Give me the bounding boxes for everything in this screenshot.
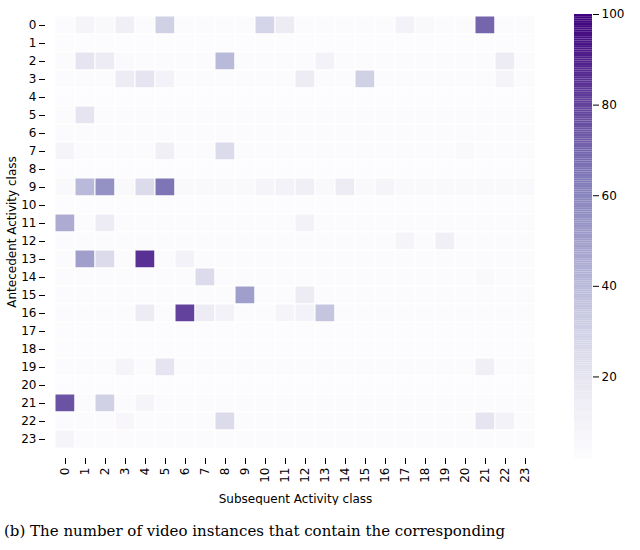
svg-text:10: 10 bbox=[258, 468, 272, 483]
svg-text:8: 8 bbox=[29, 162, 37, 176]
svg-text:3: 3 bbox=[29, 72, 37, 86]
svg-text:17: 17 bbox=[21, 324, 36, 338]
svg-text:21: 21 bbox=[478, 468, 492, 483]
svg-text:17: 17 bbox=[398, 468, 412, 483]
svg-text:13: 13 bbox=[318, 468, 332, 483]
svg-text:23: 23 bbox=[21, 432, 36, 446]
svg-text:2: 2 bbox=[29, 54, 37, 68]
svg-text:1: 1 bbox=[29, 36, 37, 50]
svg-text:19: 19 bbox=[21, 360, 36, 374]
svg-text:21: 21 bbox=[21, 396, 36, 410]
svg-text:16: 16 bbox=[21, 306, 36, 320]
svg-text:6: 6 bbox=[29, 126, 37, 140]
svg-text:9: 9 bbox=[238, 468, 252, 476]
svg-text:12: 12 bbox=[298, 468, 312, 483]
svg-text:4: 4 bbox=[29, 90, 37, 104]
svg-text:3: 3 bbox=[118, 468, 132, 476]
svg-text:15: 15 bbox=[358, 468, 372, 483]
svg-text:20: 20 bbox=[602, 370, 617, 384]
svg-text:10: 10 bbox=[21, 198, 36, 212]
svg-text:0: 0 bbox=[29, 18, 37, 32]
svg-text:Antecedent Activity class: Antecedent Activity class bbox=[5, 156, 19, 308]
svg-text:22: 22 bbox=[498, 468, 512, 483]
svg-text:11: 11 bbox=[278, 468, 292, 483]
svg-text:4: 4 bbox=[138, 468, 152, 476]
svg-text:13: 13 bbox=[21, 252, 36, 266]
svg-text:20: 20 bbox=[21, 378, 36, 392]
svg-text:6: 6 bbox=[178, 468, 192, 476]
svg-text:11: 11 bbox=[21, 216, 36, 230]
svg-text:40: 40 bbox=[602, 279, 617, 293]
svg-text:60: 60 bbox=[602, 189, 617, 203]
svg-text:16: 16 bbox=[378, 468, 392, 483]
svg-text:14: 14 bbox=[21, 270, 36, 284]
svg-text:80: 80 bbox=[602, 98, 617, 112]
svg-text:15: 15 bbox=[21, 288, 36, 302]
svg-text:20: 20 bbox=[458, 468, 472, 483]
svg-text:Subsequent Activity class: Subsequent Activity class bbox=[219, 492, 373, 506]
svg-text:14: 14 bbox=[338, 468, 352, 483]
svg-text:7: 7 bbox=[198, 468, 212, 476]
html-text:(b) The number of video instan: (b) The number of video instances that c… bbox=[4, 522, 506, 540]
svg-text:8: 8 bbox=[218, 468, 232, 476]
svg-text:19: 19 bbox=[438, 468, 452, 483]
svg-text:9: 9 bbox=[29, 180, 37, 194]
svg-text:22: 22 bbox=[21, 414, 36, 428]
svg-text:7: 7 bbox=[29, 144, 37, 158]
svg-text:5: 5 bbox=[29, 108, 37, 122]
svg-text:2: 2 bbox=[98, 468, 112, 476]
svg-text:23: 23 bbox=[518, 468, 532, 483]
svg-text:100: 100 bbox=[602, 7, 625, 21]
svg-text:0: 0 bbox=[58, 468, 72, 476]
svg-text:18: 18 bbox=[21, 342, 36, 356]
svg-text:12: 12 bbox=[21, 234, 36, 248]
svg-text:1: 1 bbox=[78, 468, 92, 476]
svg-text:18: 18 bbox=[418, 468, 432, 483]
svg-text:5: 5 bbox=[158, 468, 172, 476]
